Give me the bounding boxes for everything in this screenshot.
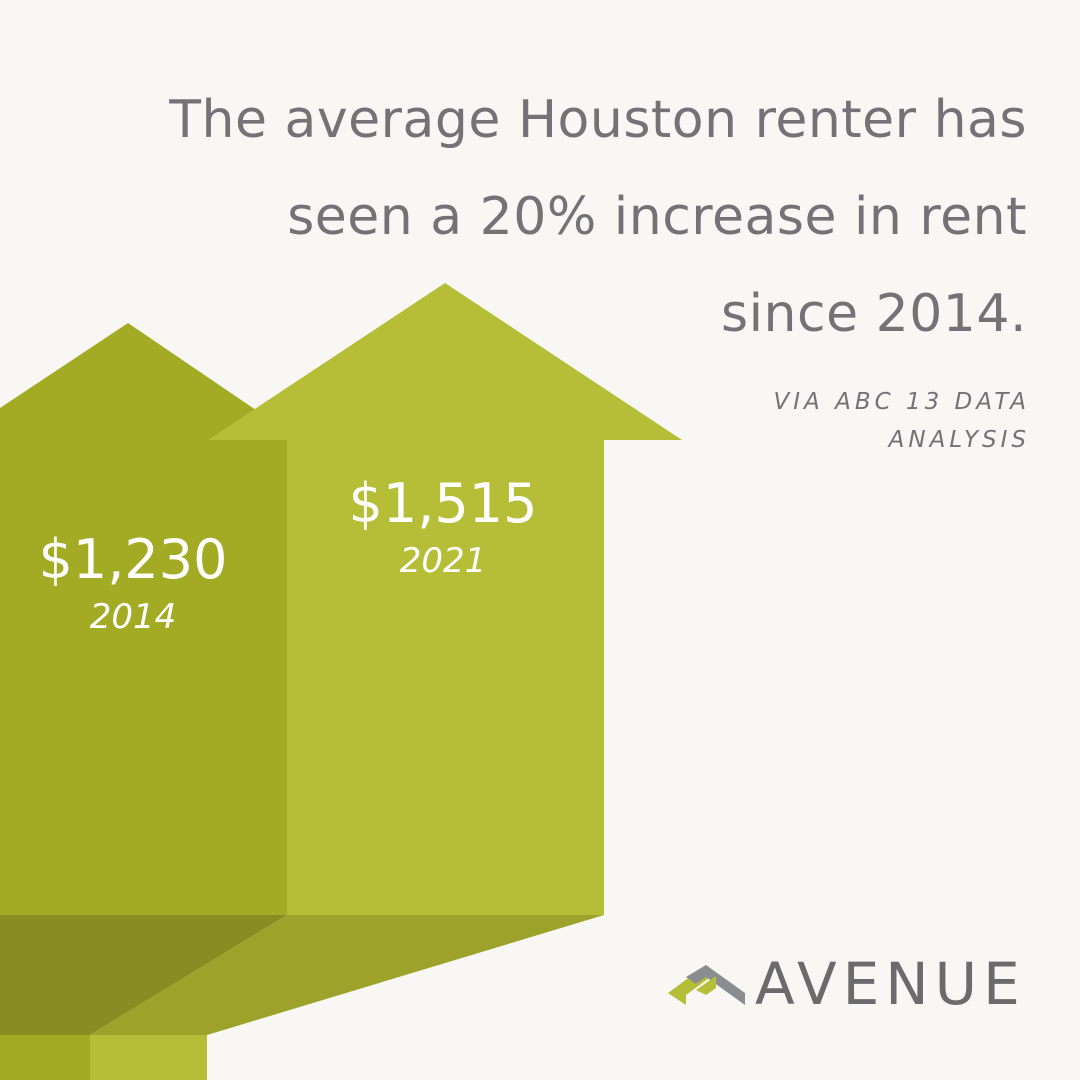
shadow-back bbox=[0, 915, 287, 1035]
source: VIA ABC 13 DATA ANALYSIS bbox=[773, 389, 1030, 453]
headline-line: since 2014. bbox=[721, 284, 1027, 344]
arrow-back bbox=[0, 323, 300, 915]
stem-front bbox=[90, 1035, 207, 1080]
arrow-front bbox=[208, 283, 682, 915]
headline-line: seen a 20% increase in rent bbox=[287, 187, 1027, 247]
headline-line: The average Houston renter has bbox=[169, 90, 1027, 150]
stat-amount: $1,515 bbox=[348, 472, 538, 535]
stat-amount: $1,230 bbox=[38, 528, 228, 591]
logo-text: AVENUE bbox=[755, 950, 1026, 1018]
stat: $1,230 2014 bbox=[0, 528, 283, 637]
stat-year: 2021 bbox=[399, 541, 487, 581]
stat: $1,515 2021 bbox=[293, 472, 593, 581]
stat-year: 2014 bbox=[89, 597, 177, 637]
shadow-front bbox=[90, 915, 604, 1035]
logo-icon bbox=[668, 965, 745, 1005]
stem-back bbox=[0, 1035, 90, 1080]
headline: The average Houston renter has seen a 20… bbox=[169, 72, 1027, 363]
